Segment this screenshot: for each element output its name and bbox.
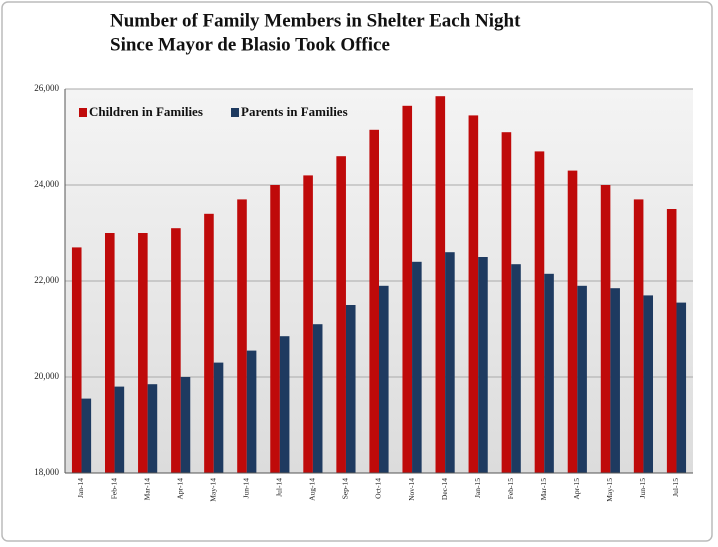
y-tick-label: 18,000: [34, 467, 59, 477]
x-tick-label: Oct-14: [374, 478, 383, 499]
bar: [147, 384, 158, 473]
x-tick-label: Jul-14: [275, 478, 284, 497]
x-tick-label: Jun-14: [242, 478, 251, 499]
bar: [213, 362, 224, 473]
y-tick-label: 22,000: [34, 275, 59, 285]
y-tick-label: 26,000: [34, 83, 59, 93]
x-tick-label: Jan-15: [473, 478, 482, 498]
x-tick-label: Sep-14: [341, 478, 350, 499]
bar: [600, 185, 611, 473]
chart-title: Number of Family Members in Shelter Each…: [110, 10, 521, 31]
x-tick-label: Nov-14: [407, 478, 416, 501]
bar: [478, 257, 488, 473]
bar: [676, 302, 687, 473]
x-tick-label: Feb-14: [109, 478, 118, 499]
legend-label: Children in Families: [89, 104, 203, 119]
bar: [369, 129, 379, 474]
x-tick-label: Jan-14: [76, 478, 85, 498]
bar: [379, 285, 389, 473]
x-tick-label: Aug-14: [308, 478, 317, 501]
bar: [511, 264, 521, 473]
bar: [114, 386, 125, 473]
x-tick-label: May-14: [208, 478, 217, 502]
bar: [610, 288, 620, 473]
bar: [246, 350, 257, 473]
x-tick-label: Apr-14: [175, 478, 184, 500]
bar: [279, 336, 290, 473]
bar: [237, 199, 247, 473]
y-tick-label: 20,000: [34, 371, 59, 381]
bar: [435, 96, 446, 473]
bar: [445, 252, 455, 473]
x-tick-label: May-15: [605, 478, 614, 502]
bar: [336, 156, 346, 473]
bar: [71, 247, 82, 473]
legend-label: Parents in Families: [241, 104, 348, 119]
x-tick-label: Apr-15: [572, 478, 581, 500]
bar: [468, 115, 479, 474]
bar: [204, 213, 214, 474]
bar: [138, 233, 148, 473]
bar: [544, 273, 554, 473]
x-tick-label: Mar-14: [142, 478, 151, 501]
legend-swatch: [231, 108, 239, 117]
bar: [666, 209, 677, 473]
bar: [345, 305, 356, 473]
legend-swatch: [79, 108, 87, 117]
x-tick-label: Jul-15: [671, 478, 680, 497]
bar: [501, 132, 512, 473]
y-tick-label: 24,000: [34, 179, 59, 189]
chart-title: Since Mayor de Blasio Took Office: [110, 34, 390, 55]
bar: [104, 233, 115, 473]
bar: [534, 151, 545, 473]
bar: [402, 105, 413, 474]
bar: [633, 199, 644, 473]
x-tick-label: Jun-15: [638, 478, 647, 499]
bar: [577, 285, 587, 473]
x-tick-label: Dec-14: [440, 478, 449, 500]
bar: [180, 377, 191, 473]
bar: [567, 170, 578, 473]
x-tick-label: Mar-15: [539, 478, 548, 501]
bar: [412, 261, 422, 473]
bar: [171, 228, 181, 473]
x-tick-label: Feb-15: [506, 478, 515, 499]
bar: [81, 398, 92, 473]
bar: [312, 324, 323, 473]
bar: [643, 295, 654, 473]
bar: [270, 185, 280, 473]
bar: [303, 175, 313, 473]
